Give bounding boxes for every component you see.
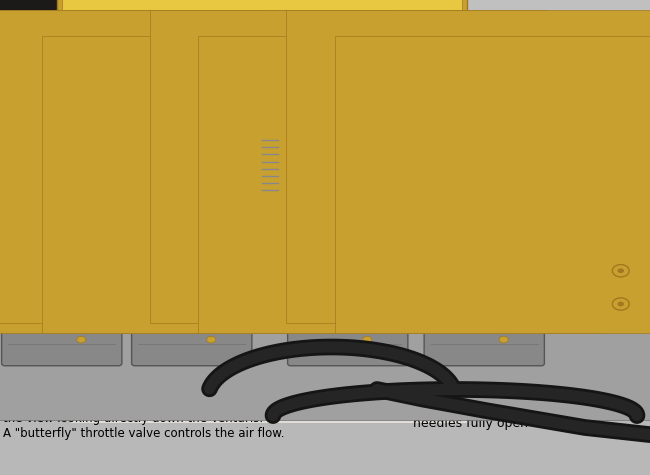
Circle shape (259, 76, 265, 81)
Ellipse shape (317, 56, 353, 68)
Circle shape (138, 172, 245, 250)
Text: Fuel Supply
Pipes: Fuel Supply Pipes (299, 342, 370, 401)
Circle shape (128, 165, 255, 258)
FancyBboxPatch shape (52, 0, 526, 249)
Circle shape (612, 265, 629, 277)
Text: Cable Stop: Cable Stop (245, 37, 320, 89)
FancyBboxPatch shape (0, 0, 447, 249)
FancyBboxPatch shape (62, 0, 462, 233)
Circle shape (306, 180, 390, 242)
Ellipse shape (131, 45, 252, 93)
Text: Full-throttle setting
with butterflies and
needles fully open: Full-throttle setting with butterflies a… (413, 387, 535, 430)
Circle shape (284, 165, 411, 258)
FancyBboxPatch shape (133, 265, 250, 310)
FancyBboxPatch shape (0, 127, 650, 420)
FancyBboxPatch shape (93, 0, 603, 249)
Circle shape (618, 302, 624, 306)
Text: Cold-start
operating bar: Cold-start operating bar (572, 0, 650, 88)
FancyBboxPatch shape (335, 36, 650, 332)
FancyBboxPatch shape (0, 0, 650, 245)
Circle shape (376, 289, 385, 295)
FancyBboxPatch shape (0, 36, 314, 332)
Circle shape (8, 172, 115, 250)
FancyBboxPatch shape (198, 36, 600, 332)
FancyBboxPatch shape (0, 0, 650, 287)
Circle shape (363, 336, 372, 343)
FancyBboxPatch shape (289, 265, 407, 310)
Circle shape (0, 165, 125, 258)
FancyBboxPatch shape (72, 33, 468, 423)
FancyBboxPatch shape (2, 261, 122, 366)
Circle shape (220, 289, 229, 295)
FancyBboxPatch shape (0, 0, 650, 256)
FancyBboxPatch shape (390, 0, 650, 252)
Ellipse shape (287, 45, 408, 93)
Circle shape (512, 289, 521, 295)
Ellipse shape (424, 45, 545, 93)
Circle shape (499, 336, 508, 343)
Circle shape (512, 313, 521, 319)
FancyBboxPatch shape (57, 0, 467, 240)
Circle shape (259, 69, 265, 74)
Circle shape (207, 336, 216, 343)
FancyBboxPatch shape (150, 10, 546, 323)
Circle shape (220, 313, 229, 319)
Text: Float
Chamber: Float Chamber (85, 299, 146, 394)
FancyBboxPatch shape (0, 0, 650, 268)
Text: A row of four contant vacuum-
carbureotrs, one for each cylinder. This is
the vi: A row of four contant vacuum- carbureotr… (3, 382, 285, 440)
Circle shape (90, 289, 99, 295)
Circle shape (376, 313, 385, 319)
FancyBboxPatch shape (299, 0, 650, 259)
FancyBboxPatch shape (0, 0, 650, 262)
Text: The shape of the needle
controls fuel-flow at
small throttle openings: The shape of the needle controls fuel-fl… (3, 12, 155, 170)
Circle shape (442, 180, 526, 242)
FancyBboxPatch shape (3, 265, 121, 310)
Circle shape (90, 313, 99, 319)
Circle shape (20, 180, 104, 242)
Circle shape (150, 180, 234, 242)
Circle shape (431, 172, 538, 250)
Circle shape (612, 298, 629, 310)
FancyBboxPatch shape (0, 34, 224, 323)
Text: Idle
Adjuster: Idle Adjuster (608, 313, 650, 396)
FancyBboxPatch shape (425, 265, 543, 310)
Circle shape (294, 172, 401, 250)
FancyBboxPatch shape (424, 261, 544, 366)
Circle shape (421, 165, 548, 258)
FancyBboxPatch shape (0, 10, 260, 323)
Circle shape (77, 336, 86, 343)
FancyBboxPatch shape (286, 10, 650, 323)
FancyBboxPatch shape (131, 261, 252, 366)
FancyBboxPatch shape (229, 0, 650, 249)
FancyBboxPatch shape (42, 36, 444, 332)
Ellipse shape (1, 45, 122, 93)
Text: Vacuum Chamber: Vacuum Chamber (240, 0, 352, 65)
FancyBboxPatch shape (0, 10, 390, 323)
Circle shape (618, 268, 624, 273)
Ellipse shape (453, 56, 489, 68)
Ellipse shape (161, 56, 197, 68)
FancyBboxPatch shape (287, 261, 408, 366)
FancyBboxPatch shape (0, 0, 317, 249)
FancyBboxPatch shape (370, 0, 650, 256)
Ellipse shape (31, 56, 67, 68)
Text: Butterfly
Throttle
Valve: Butterfly Throttle Valve (213, 280, 268, 407)
